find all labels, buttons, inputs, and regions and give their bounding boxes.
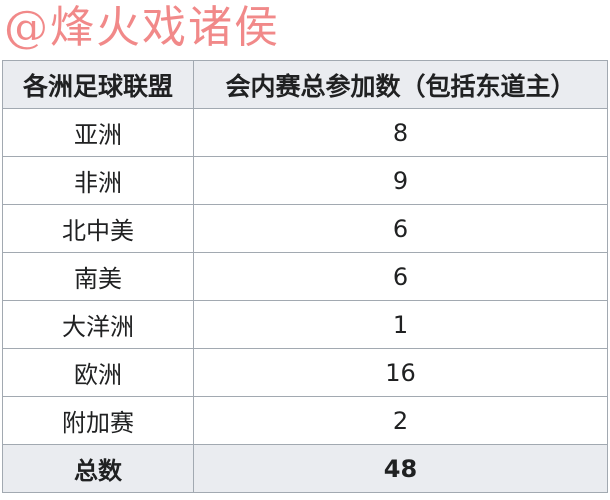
confederation-cell: 北中美	[2, 204, 194, 253]
count-cell: 6	[193, 204, 608, 253]
table-row: 南美 6	[2, 252, 608, 301]
confederation-cell: 南美	[2, 252, 194, 301]
header-total-participants: 会内赛总参加数（包括东道主）	[193, 60, 608, 109]
total-value: 48	[193, 444, 608, 493]
table-row: 欧洲 16	[2, 348, 608, 397]
total-label: 总数	[2, 444, 194, 493]
confederation-cell: 非洲	[2, 156, 194, 205]
count-cell: 2	[193, 396, 608, 445]
header-row: 各洲足球联盟 会内赛总参加数（包括东道主）	[2, 60, 608, 109]
count-cell: 8	[193, 108, 608, 157]
count-cell: 16	[193, 348, 608, 397]
total-row: 总数 48	[2, 444, 608, 493]
confederation-cell: 欧洲	[2, 348, 194, 397]
count-cell: 6	[193, 252, 608, 301]
watermark: @烽火戏诸侯	[4, 2, 280, 53]
table-row: 北中美 6	[2, 204, 608, 253]
table-row: 附加赛 2	[2, 396, 608, 445]
header-confederation: 各洲足球联盟	[2, 60, 194, 109]
table-row: 大洋洲 1	[2, 300, 608, 349]
count-cell: 1	[193, 300, 608, 349]
confederation-cell: 大洋洲	[2, 300, 194, 349]
confederation-table: 各洲足球联盟 会内赛总参加数（包括东道主） 亚洲 8 非洲 9 北中美 6 南美 6 大…	[2, 60, 608, 493]
table-row: 亚洲 8	[2, 108, 608, 157]
count-cell: 9	[193, 156, 608, 205]
confederation-cell: 亚洲	[2, 108, 194, 157]
confederation-cell: 附加赛	[2, 396, 194, 445]
table-row: 非洲 9	[2, 156, 608, 205]
